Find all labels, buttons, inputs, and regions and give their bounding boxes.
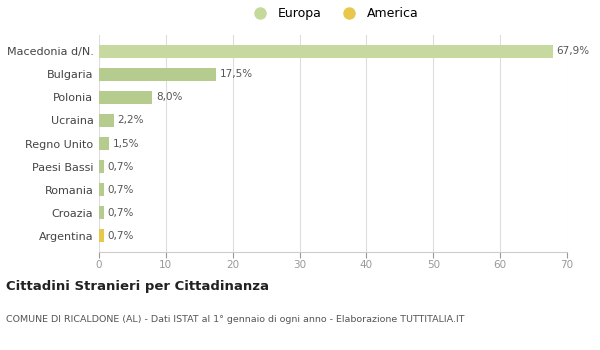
Bar [99, 45, 553, 57]
Text: 67,9%: 67,9% [556, 46, 589, 56]
Bar [99, 206, 104, 219]
Bar [99, 91, 152, 104]
Bar [99, 114, 114, 127]
Text: 0,7%: 0,7% [107, 231, 133, 241]
Text: Cittadini Stranieri per Cittadinanza: Cittadini Stranieri per Cittadinanza [6, 280, 269, 293]
Text: 8,0%: 8,0% [156, 92, 182, 102]
Bar [99, 68, 216, 80]
Text: 1,5%: 1,5% [112, 139, 139, 148]
Text: 2,2%: 2,2% [117, 116, 143, 125]
Bar [99, 137, 109, 150]
Text: COMUNE DI RICALDONE (AL) - Dati ISTAT al 1° gennaio di ogni anno - Elaborazione : COMUNE DI RICALDONE (AL) - Dati ISTAT al… [6, 315, 464, 324]
Text: 17,5%: 17,5% [220, 69, 253, 79]
Text: 0,7%: 0,7% [107, 208, 133, 218]
Bar [99, 230, 104, 242]
Bar [99, 183, 104, 196]
Bar [99, 160, 104, 173]
Legend: Europa, America: Europa, America [242, 2, 424, 25]
Text: 0,7%: 0,7% [107, 185, 133, 195]
Text: 0,7%: 0,7% [107, 162, 133, 172]
